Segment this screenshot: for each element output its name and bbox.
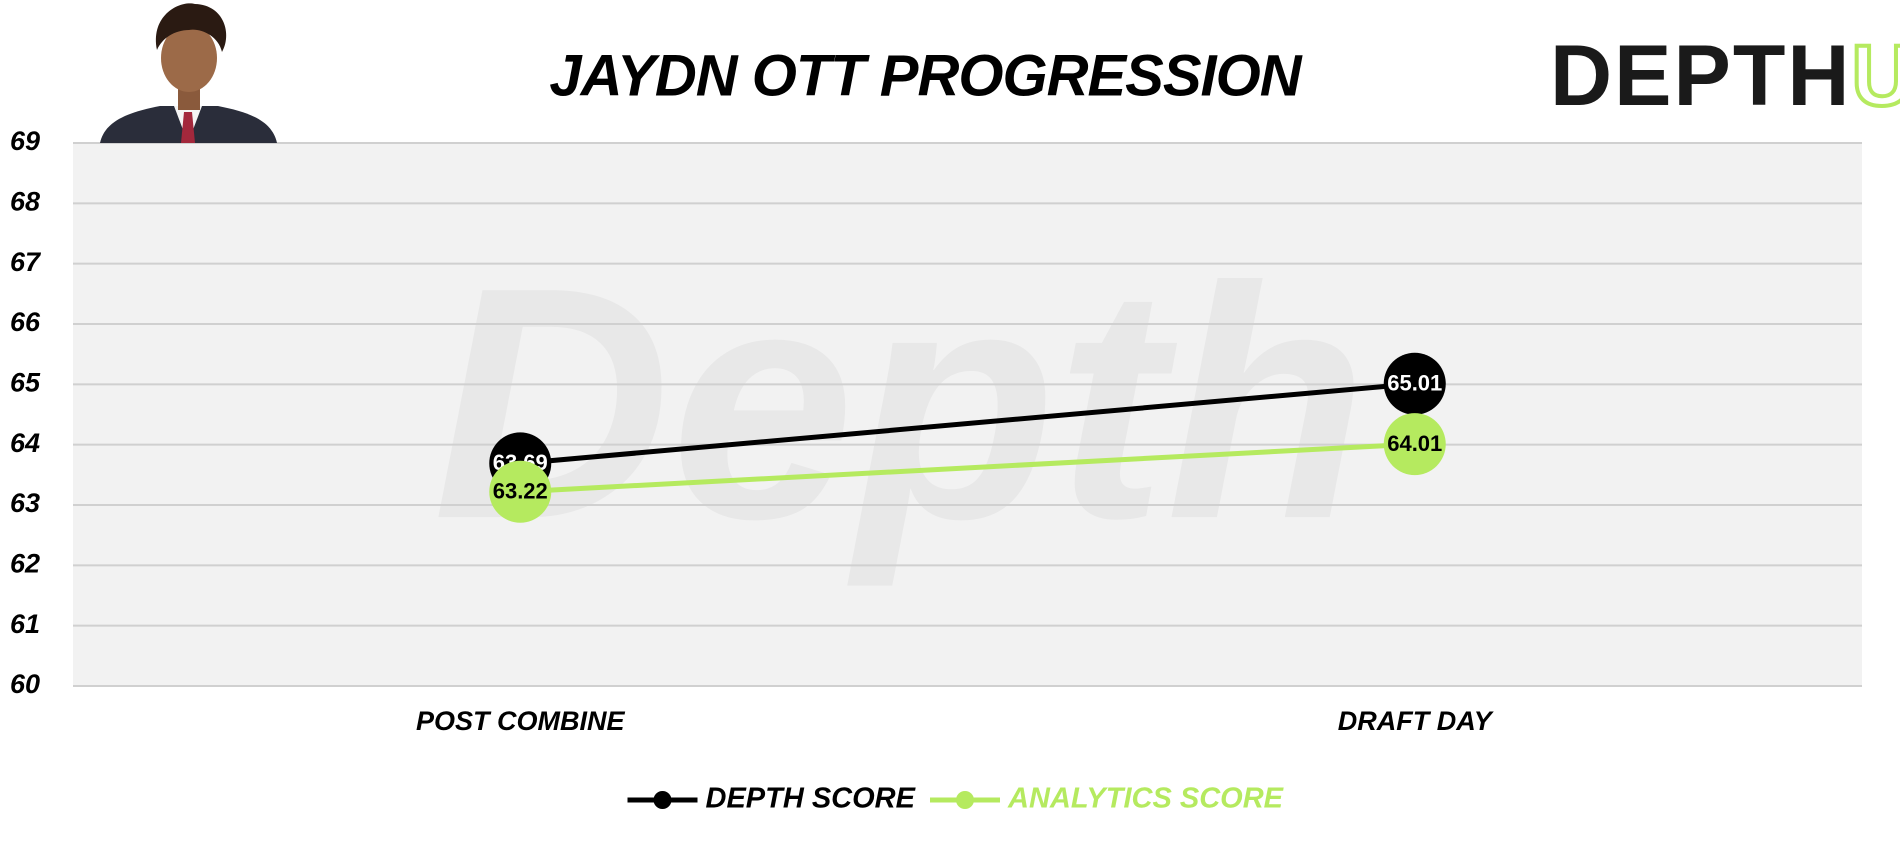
legend-marker xyxy=(956,791,974,809)
legend-marker xyxy=(653,791,672,809)
marker xyxy=(1383,413,1446,476)
data-label: 64.01 xyxy=(1387,431,1442,456)
y-tick-label: 68 xyxy=(10,186,40,216)
marker xyxy=(489,460,552,523)
x-tick-label: DRAFT DAY xyxy=(1338,706,1495,736)
player-photo xyxy=(100,3,277,143)
y-tick-label: 65 xyxy=(10,367,41,397)
grid xyxy=(73,142,1862,687)
legend-label: DEPTH SCORE xyxy=(706,783,917,815)
y-tick-label: 61 xyxy=(10,609,40,639)
data-label: 65.01 xyxy=(1387,371,1442,396)
y-tick-label: 66 xyxy=(10,307,41,337)
plot-area xyxy=(73,143,1862,686)
x-tick-label: POST COMBINE xyxy=(416,706,626,736)
y-tick-label: 63 xyxy=(10,488,40,518)
logo-main: DEPTH xyxy=(1550,28,1851,124)
series-line xyxy=(520,381,1415,466)
watermark: Depth xyxy=(433,218,1368,589)
legend-item: DEPTH SCORE xyxy=(627,783,917,815)
legend-label: ANALYTICS SCORE xyxy=(1007,783,1285,815)
data-label: 63.22 xyxy=(493,479,548,504)
logo-accent: U xyxy=(1851,28,1900,124)
series-line xyxy=(520,441,1415,495)
y-tick-label: 64 xyxy=(10,428,40,458)
chart-title: JAYDN OTT PROGRESSION xyxy=(549,43,1302,108)
y-tick-label: 62 xyxy=(10,548,40,578)
y-tick-label: 67 xyxy=(10,247,42,277)
legend-item: ANALYTICS SCORE xyxy=(930,783,1285,815)
y-tick-label: 69 xyxy=(10,126,40,156)
logo: DEPTHU xyxy=(1550,28,1900,124)
y-tick-label: 60 xyxy=(10,669,40,699)
marker xyxy=(1383,352,1446,415)
